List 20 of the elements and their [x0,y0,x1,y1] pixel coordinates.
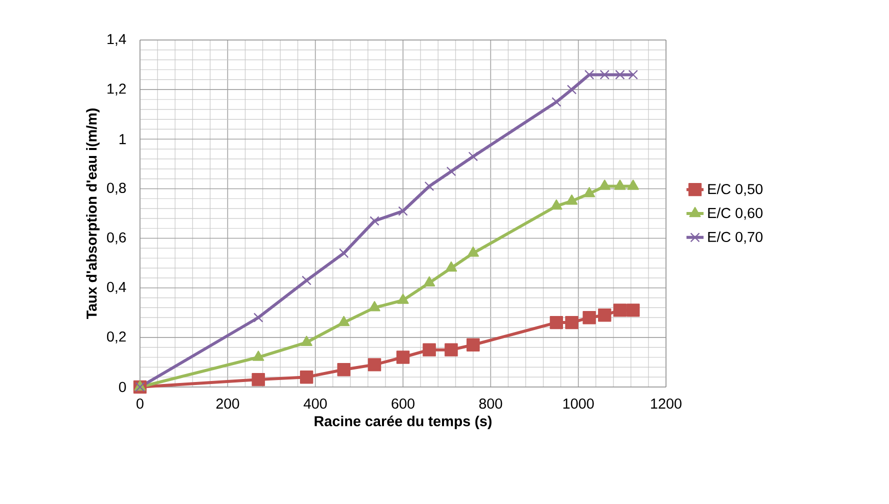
legend-label: E/C 0,60 [708,208,763,220]
y-tick-label: 0,2 [107,331,126,344]
y-tick-label: 0 [119,382,126,392]
legend-label: E/C 0,70 [708,231,763,244]
x-axis-title: Racine carée du temps (s) [314,416,492,430]
y-tick-label: 1,4 [108,34,126,46]
y-tick-label: 1,2 [108,84,126,96]
x-tick-label: 1000 [563,398,594,409]
x-tick-label: 400 [304,398,327,409]
y-tick-label: 1 [120,134,126,144]
x-tick-label: 1200 [651,398,682,409]
y-axis-title: Taux d'absorption d'eau i(m/m) [86,108,100,320]
x-tick-label: 0 [136,398,144,409]
y-tick-label: 0,4 [107,282,126,294]
y-tick-label: 0,6 [107,232,126,244]
x-tick-label: 600 [392,398,414,409]
x-tick-label: 200 [216,398,240,409]
legend-label: E/C 0,50 [708,184,763,196]
x-tick-label: 800 [479,398,502,409]
y-tick-label: 0,8 [107,182,126,195]
